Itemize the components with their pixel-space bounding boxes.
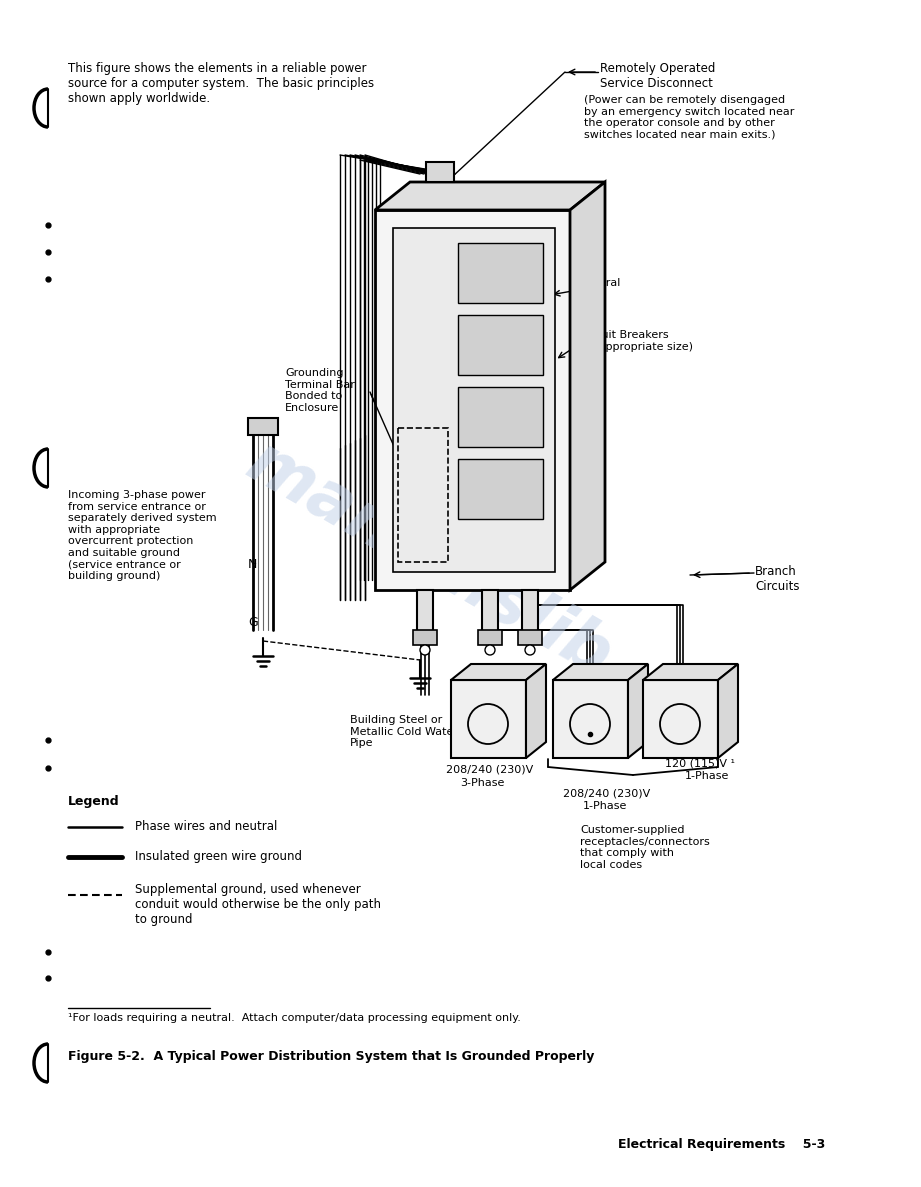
Polygon shape — [451, 680, 526, 758]
Text: 1-Phase: 1-Phase — [685, 772, 729, 781]
Circle shape — [485, 645, 495, 655]
Text: manualslib: manualslib — [236, 429, 624, 691]
Polygon shape — [458, 315, 543, 375]
Polygon shape — [643, 664, 738, 680]
Text: Incoming 3-phase power
from service entrance or
separately derived system
with a: Incoming 3-phase power from service entr… — [68, 490, 216, 582]
Polygon shape — [375, 210, 570, 590]
Polygon shape — [518, 630, 542, 645]
Polygon shape — [451, 664, 546, 680]
Text: Branch
Circuits: Branch Circuits — [755, 565, 799, 594]
Text: 3-Phase: 3-Phase — [460, 777, 505, 788]
Text: ¹For loads requiring a neutral.  Attach computer/data processing equipment only.: ¹For loads requiring a neutral. Attach c… — [68, 1013, 521, 1023]
Text: Neutral
Bus: Neutral Bus — [580, 278, 622, 299]
Text: Figure 5-2.  A Typical Power Distribution System that Is Grounded Properly: Figure 5-2. A Typical Power Distribution… — [68, 1050, 594, 1064]
Polygon shape — [643, 680, 718, 758]
Polygon shape — [458, 243, 543, 303]
Text: Grounding
Terminal Bar
Bonded to
Enclosure: Grounding Terminal Bar Bonded to Enclosu… — [285, 368, 355, 413]
Text: Remotely Operated
Service Disconnect: Remotely Operated Service Disconnect — [600, 62, 716, 90]
Polygon shape — [553, 664, 648, 680]
Text: N: N — [248, 558, 257, 571]
Text: Legend: Legend — [68, 795, 120, 808]
Polygon shape — [458, 459, 543, 519]
Polygon shape — [393, 228, 555, 572]
Text: (Power can be remotely disengaged
by an emergency switch located near
the operat: (Power can be remotely disengaged by an … — [584, 95, 795, 140]
Text: 208/240 (230)V: 208/240 (230)V — [446, 764, 533, 775]
Text: 208/240 (230)V: 208/240 (230)V — [563, 788, 650, 798]
Polygon shape — [417, 590, 433, 640]
Polygon shape — [628, 664, 648, 758]
Polygon shape — [458, 387, 543, 447]
Text: Circuit Breakers
(of appropriate size): Circuit Breakers (of appropriate size) — [580, 330, 693, 351]
Text: This figure shows the elements in a reliable power
source for a computer system.: This figure shows the elements in a reli… — [68, 62, 374, 104]
Polygon shape — [375, 182, 605, 210]
Polygon shape — [570, 182, 605, 590]
Text: Customer-supplied
receptacles/connectors
that comply with
local codes: Customer-supplied receptacles/connectors… — [580, 825, 710, 870]
Text: Supplemental ground, used whenever
conduit would otherwise be the only path
to g: Supplemental ground, used whenever condu… — [135, 883, 381, 926]
Polygon shape — [553, 680, 628, 758]
Circle shape — [420, 645, 430, 655]
Polygon shape — [248, 418, 278, 434]
Polygon shape — [718, 664, 738, 758]
Polygon shape — [426, 161, 454, 182]
Polygon shape — [413, 630, 437, 645]
Polygon shape — [526, 664, 546, 758]
Text: Building Steel or
Metallic Cold Water
Pipe: Building Steel or Metallic Cold Water Pi… — [350, 715, 458, 748]
Polygon shape — [522, 590, 538, 640]
Text: Phase wires and neutral: Phase wires and neutral — [135, 820, 277, 833]
Text: Electrical Requirements    5-3: Electrical Requirements 5-3 — [618, 1138, 825, 1151]
Circle shape — [525, 645, 535, 655]
Text: 120 (115)V ¹: 120 (115)V ¹ — [665, 758, 735, 768]
Text: 1-Phase: 1-Phase — [583, 801, 627, 811]
Polygon shape — [478, 630, 502, 645]
Text: G: G — [248, 616, 258, 629]
Text: Insulated green wire ground: Insulated green wire ground — [135, 850, 302, 863]
Polygon shape — [482, 590, 498, 640]
